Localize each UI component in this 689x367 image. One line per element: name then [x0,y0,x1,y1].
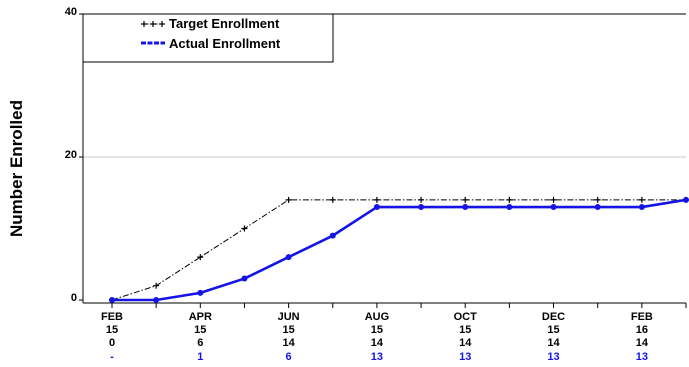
target-point [506,196,513,203]
legend-target-marker [159,21,165,27]
x-tick-year: 15 [106,324,118,336]
actual-count-label: 13 [459,351,471,363]
actual-point [506,204,513,211]
target-point [550,196,557,203]
actual-point [462,204,469,211]
target-count-label: 14 [636,337,649,349]
target-point [373,196,380,203]
x-tick-month: OCT [454,311,478,323]
target-count-label: 0 [109,337,115,349]
target-count-label: 14 [547,337,560,349]
actual-point [638,204,645,211]
x-tick-year: 15 [282,324,294,336]
actual-point [285,254,292,261]
x-tick-year: 15 [194,324,206,336]
actual-count-label: 13 [547,351,559,363]
legend-target-marker [141,21,147,27]
target-point [418,196,425,203]
target-point [329,196,336,203]
actual-count-label: 6 [286,351,292,363]
target-point [638,196,645,203]
legend-target-label: Target Enrollment [169,16,280,31]
actual-point [329,232,336,239]
actual-count-label: 13 [371,351,383,363]
actual-point [594,204,601,211]
target-count-label: 6 [197,337,203,349]
actual-point [373,204,380,211]
target-point [594,196,601,203]
actual-point [109,297,115,303]
actual-point [550,204,557,211]
actual-count-label: 1 [197,351,203,363]
x-tick-year: 15 [459,324,471,336]
labels-layer: 02040FEB150-APR1561JUN15146AUG151413OCT1… [7,6,653,363]
legend: Target Enrollment Actual Enrollment [82,13,334,63]
actual-point [153,297,160,303]
series-layer [109,196,689,303]
y-tick-label: 40 [65,6,77,18]
x-tick-month: AUG [365,311,389,323]
x-tick-month: FEB [631,311,653,323]
target-point [462,196,469,203]
legend-target-marker [150,21,156,27]
actual-count-label: 13 [636,351,648,363]
x-tick-month: APR [189,311,212,323]
x-tick-month: JUN [278,311,300,323]
target-point [197,254,204,261]
x-tick-year: 15 [547,324,559,336]
actual-point [241,275,248,282]
target-enrollment-line [111,199,686,301]
x-tick-month: FEB [101,311,123,323]
target-count-label: 14 [459,337,472,349]
y-axis-label: Number Enrolled [7,100,26,237]
actual-point [418,204,425,211]
legend-actual-label: Actual Enrollment [169,36,281,51]
y-tick-label: 20 [65,149,77,161]
actual-point [683,196,689,203]
target-point [285,196,292,203]
target-point [241,225,248,232]
actual-point [197,289,204,296]
x-tick-year: 15 [371,324,383,336]
y-tick-label: 0 [71,292,77,304]
target-point [153,282,160,289]
x-tick-year: 16 [636,324,648,336]
target-count-label: 14 [371,337,384,349]
legend-box [82,13,334,63]
target-count-label: 14 [282,337,295,349]
x-tick-month: DEC [542,311,565,323]
actual-count-label: - [110,351,114,363]
actual-enrollment-line [112,198,687,302]
